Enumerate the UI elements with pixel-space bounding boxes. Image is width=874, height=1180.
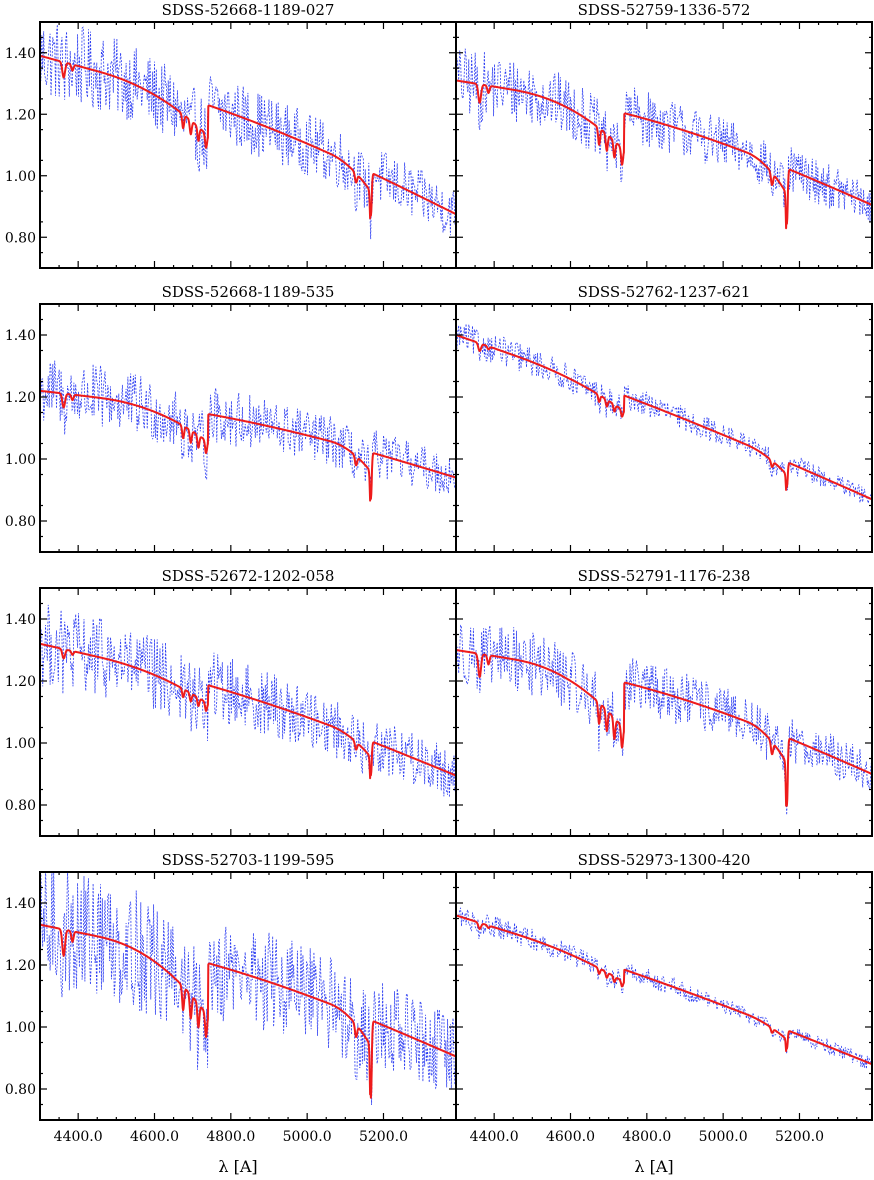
model-spectrum-line: [40, 923, 456, 1099]
observed-spectrum-line: [456, 323, 872, 504]
panel-title: SDSS-52791-1176-238: [578, 567, 751, 585]
x-tick-label: 4800.0: [622, 1129, 671, 1145]
x-tick-label: 4600.0: [546, 1129, 595, 1145]
panel-3: 0.80 1.00 1.20 1.40 SDSS-52668-1189-535: [5, 283, 457, 553]
panel-1: 0.80 1.00 1.20 1.40 SDSS-52668-1189-027: [5, 1, 457, 269]
model-spectrum-line: [40, 642, 456, 780]
panel-4: SDSS-52762-1237-621: [455, 283, 873, 553]
x-tick-label: 4400.0: [470, 1129, 519, 1145]
x-axis-label: λ [A]: [218, 1157, 257, 1176]
model-spectrum-line: [456, 649, 872, 807]
x-tick-label: 5200.0: [359, 1129, 408, 1145]
x-axis-label: λ [A]: [634, 1157, 673, 1176]
model-spectrum-line: [40, 389, 456, 502]
panel-7: 0.80 1.00 1.20 1.40 SDSS-52703-1199-595 4400.…: [5, 851, 457, 1176]
y-tick-label: 1.00: [5, 736, 36, 752]
panel-5: 0.80 1.00 1.20 1.40 SDSS-52672-1202-058: [5, 567, 457, 837]
observed-spectrum-line: [40, 872, 456, 1106]
y-tick-label: 1.20: [5, 958, 36, 974]
panel-title: SDSS-52668-1189-027: [162, 1, 335, 19]
y-tick-label: 1.20: [5, 674, 36, 690]
panel-frame: [455, 871, 873, 1121]
panel-frame: [455, 587, 873, 837]
y-tick-label: 1.00: [5, 169, 36, 185]
y-tick-label: 1.40: [5, 328, 36, 344]
y-tick-label: 0.80: [5, 230, 36, 246]
y-tick-label: 0.80: [5, 514, 36, 530]
panel-title: SDSS-52672-1202-058: [162, 567, 335, 585]
observed-spectrum-line: [456, 624, 872, 815]
model-spectrum-line: [456, 79, 872, 230]
x-tick-label: 4400.0: [54, 1129, 103, 1145]
panel-2: SDSS-52759-1336-572: [455, 1, 873, 269]
observed-spectrum-line: [40, 604, 456, 798]
observed-spectrum-line: [456, 48, 872, 222]
y-tick-label: 1.00: [5, 452, 36, 468]
model-spectrum-line: [40, 54, 456, 220]
panel-title: SDSS-52973-1300-420: [578, 851, 751, 869]
y-tick-label: 1.20: [5, 390, 36, 406]
y-tick-label: 1.40: [5, 46, 36, 62]
y-tick-label: 1.40: [5, 896, 36, 912]
x-tick-label: 5000.0: [699, 1129, 748, 1145]
model-spectrum-line: [456, 334, 872, 501]
y-tick-label: 1.20: [5, 107, 36, 123]
panel-8: SDSS-52973-1300-420 4400.0 4600.0 4800.0 500…: [455, 851, 873, 1176]
x-tick-label: 5200.0: [775, 1129, 824, 1145]
observed-spectrum-line: [40, 360, 456, 495]
panel-title: SDSS-52762-1237-621: [578, 283, 751, 301]
panel-frame: [455, 21, 873, 269]
x-tick-label: 5000.0: [283, 1129, 332, 1145]
panel-frame: [39, 587, 457, 837]
panel-frame: [39, 21, 457, 269]
observed-spectrum-line: [40, 24, 456, 240]
panel-frame: [455, 303, 873, 553]
model-spectrum-line: [456, 914, 872, 1066]
y-tick-label: 1.40: [5, 612, 36, 628]
y-tick-label: 1.00: [5, 1020, 36, 1036]
observed-spectrum-line: [456, 907, 872, 1069]
panel-6: SDSS-52791-1176-238: [455, 567, 873, 837]
x-tick-label: 4600.0: [130, 1129, 179, 1145]
x-tick-label: 4800.0: [206, 1129, 255, 1145]
panel-title: SDSS-52703-1199-595: [162, 851, 335, 869]
panel-title: SDSS-52668-1189-535: [162, 283, 335, 301]
y-tick-label: 0.80: [5, 1082, 36, 1098]
panel-title: SDSS-52759-1336-572: [578, 1, 751, 19]
y-tick-label: 0.80: [5, 798, 36, 814]
